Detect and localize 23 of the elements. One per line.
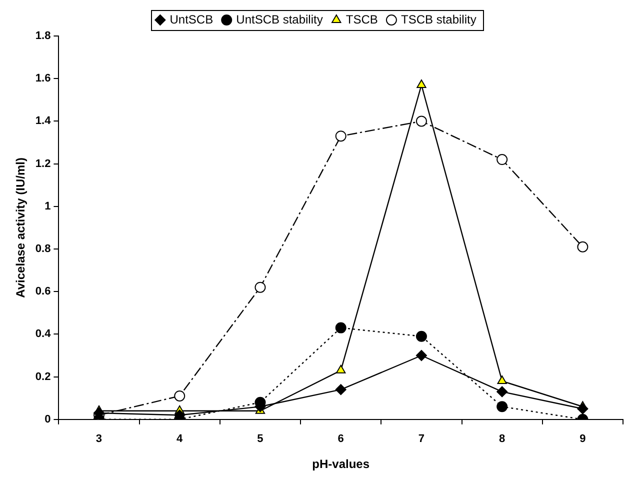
x-tick-label: 8: [499, 433, 506, 446]
y-tick-label: 1: [44, 200, 51, 212]
legend-label: UntSCB stability: [236, 12, 323, 26]
y-tick-label: 1.4: [35, 115, 52, 128]
legend-label: UntSCB: [170, 12, 214, 26]
x-tick-label: 7: [418, 433, 425, 446]
y-tick-label: 0.6: [35, 286, 51, 298]
y-tick-label: 0.2: [35, 370, 51, 383]
y-tick-label: 0.8: [35, 243, 51, 256]
y-tick-label: 1.6: [35, 72, 51, 85]
y-axis-title: Avicelase activity (IU/ml): [14, 158, 28, 298]
x-axis-title: pH-values: [312, 457, 370, 472]
x-tick-label: 3: [96, 433, 102, 446]
x-tick-label: 9: [580, 433, 586, 446]
y-tick-label: 1.2: [35, 158, 51, 170]
y-tick-label: 1.8: [35, 30, 51, 42]
y-tick-label: 0: [44, 413, 51, 426]
y-tick-label: 0.4: [35, 328, 52, 340]
x-tick-label: 6: [338, 433, 344, 446]
legend-label: TSCB stability: [400, 12, 476, 26]
x-tick-label: 4: [176, 433, 184, 446]
x-tick-label: 5: [257, 433, 264, 446]
legend-label: TSCB: [346, 12, 378, 26]
